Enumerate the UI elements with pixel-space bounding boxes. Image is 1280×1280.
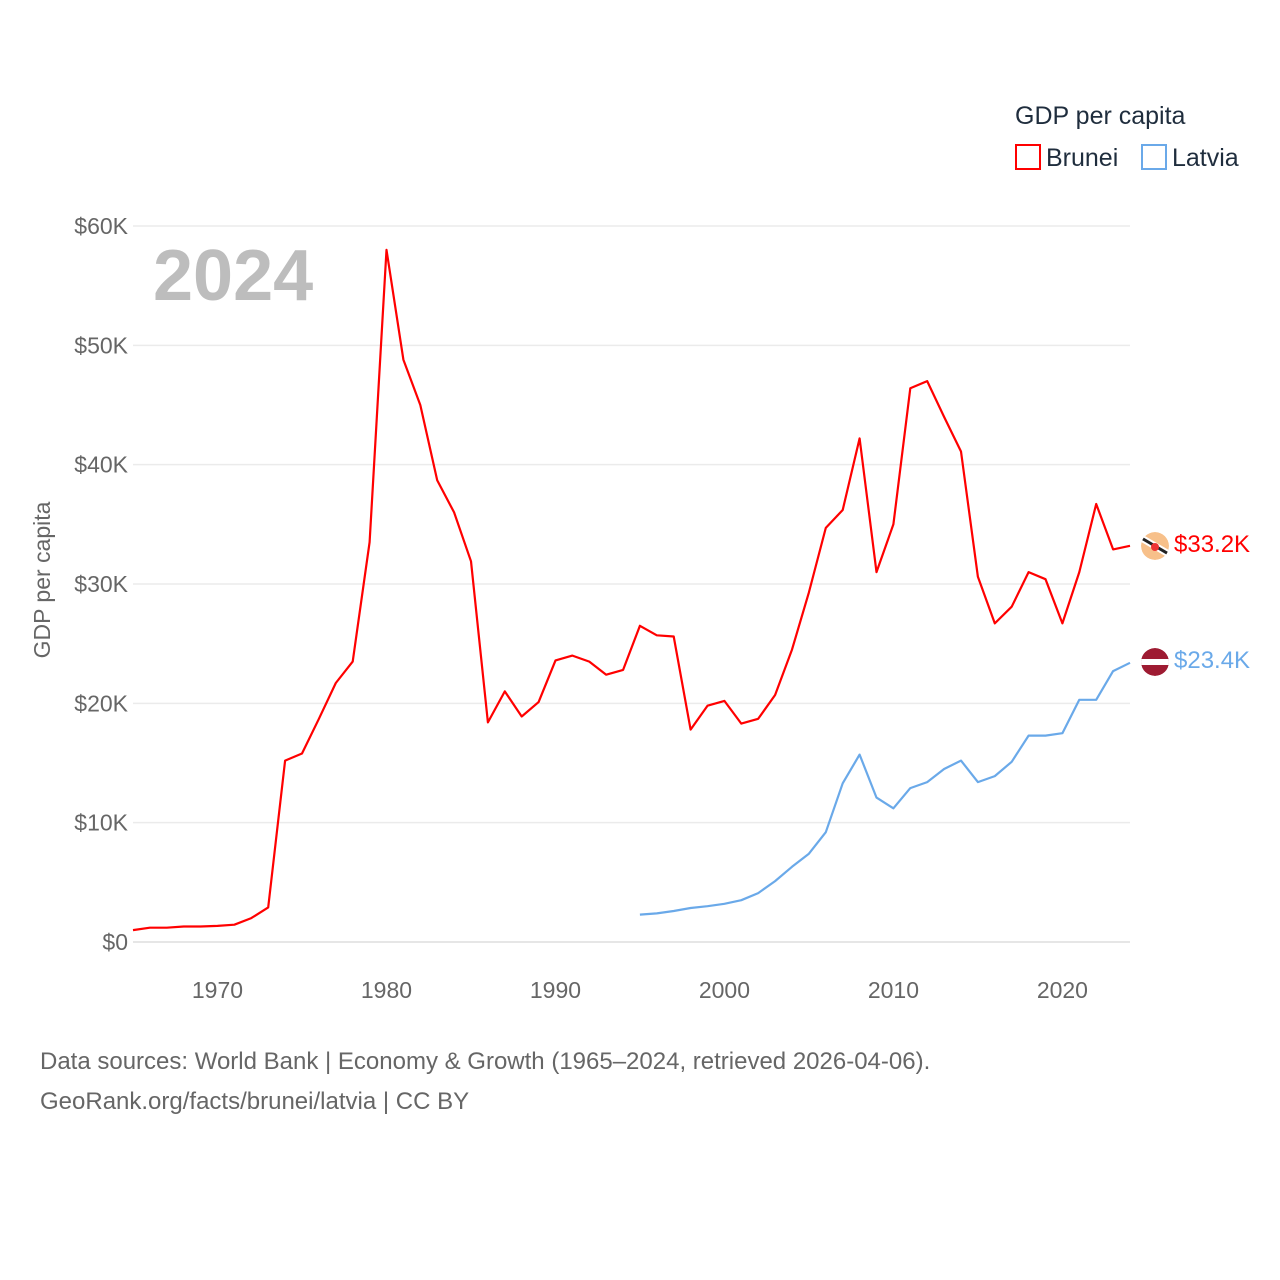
legend-item-latvia[interactable]: Latvia — [1141, 144, 1239, 172]
y-tick-label: $60K — [74, 213, 128, 239]
x-tick-label: 1990 — [530, 977, 581, 1003]
grid — [133, 225, 1130, 943]
y-axis-label: GDP per capita — [29, 501, 55, 658]
legend-title: GDP per capita — [1015, 102, 1186, 130]
y-tick-label: $0 — [102, 929, 128, 955]
series-line-latvia — [639, 661, 1131, 916]
source-line: Data sources: World Bank | Economy & Gro… — [40, 1048, 931, 1075]
y-tick-label: $20K — [74, 690, 128, 716]
series-group — [132, 248, 1131, 932]
x-tick-label: 1980 — [361, 977, 412, 1003]
y-tick-label: $30K — [74, 571, 128, 597]
latvia-end-label: $23.4K — [1174, 647, 1250, 674]
legend-swatch-brunei — [1015, 144, 1041, 170]
legend-item-brunei[interactable]: Brunei — [1015, 144, 1118, 172]
source-note: Data sources: World Bank | Economy & Gro… — [40, 1042, 930, 1122]
legend: GDP per capita Brunei Latvia — [1015, 102, 1239, 172]
series-line-brunei — [132, 248, 1131, 932]
y-tick-label: $10K — [74, 810, 128, 836]
legend-swatch-latvia — [1141, 144, 1167, 170]
latvia-flag-icon — [1141, 648, 1169, 676]
brunei-flag-icon — [1141, 532, 1169, 560]
y-tick-label: $50K — [74, 332, 128, 358]
legend-label-latvia: Latvia — [1172, 144, 1239, 172]
x-tick-label: 2020 — [1037, 977, 1088, 1003]
legend-label-brunei: Brunei — [1046, 144, 1118, 172]
x-tick-label: 2010 — [868, 977, 919, 1003]
y-axis: $0 $10K $20K $30K $40K $50K $60K — [74, 213, 128, 955]
brunei-end-label: $33.2K — [1174, 531, 1250, 558]
x-tick-label: 2000 — [699, 977, 750, 1003]
x-axis: 1970 1980 1990 2000 2010 2020 — [192, 977, 1088, 1003]
attribution-link[interactable]: GeoRank.org/facts/brunei/latvia | CC BY — [40, 1088, 470, 1115]
year-label: 2024 — [153, 236, 313, 316]
y-tick-label: $40K — [74, 452, 128, 478]
x-tick-label: 1970 — [192, 977, 243, 1003]
